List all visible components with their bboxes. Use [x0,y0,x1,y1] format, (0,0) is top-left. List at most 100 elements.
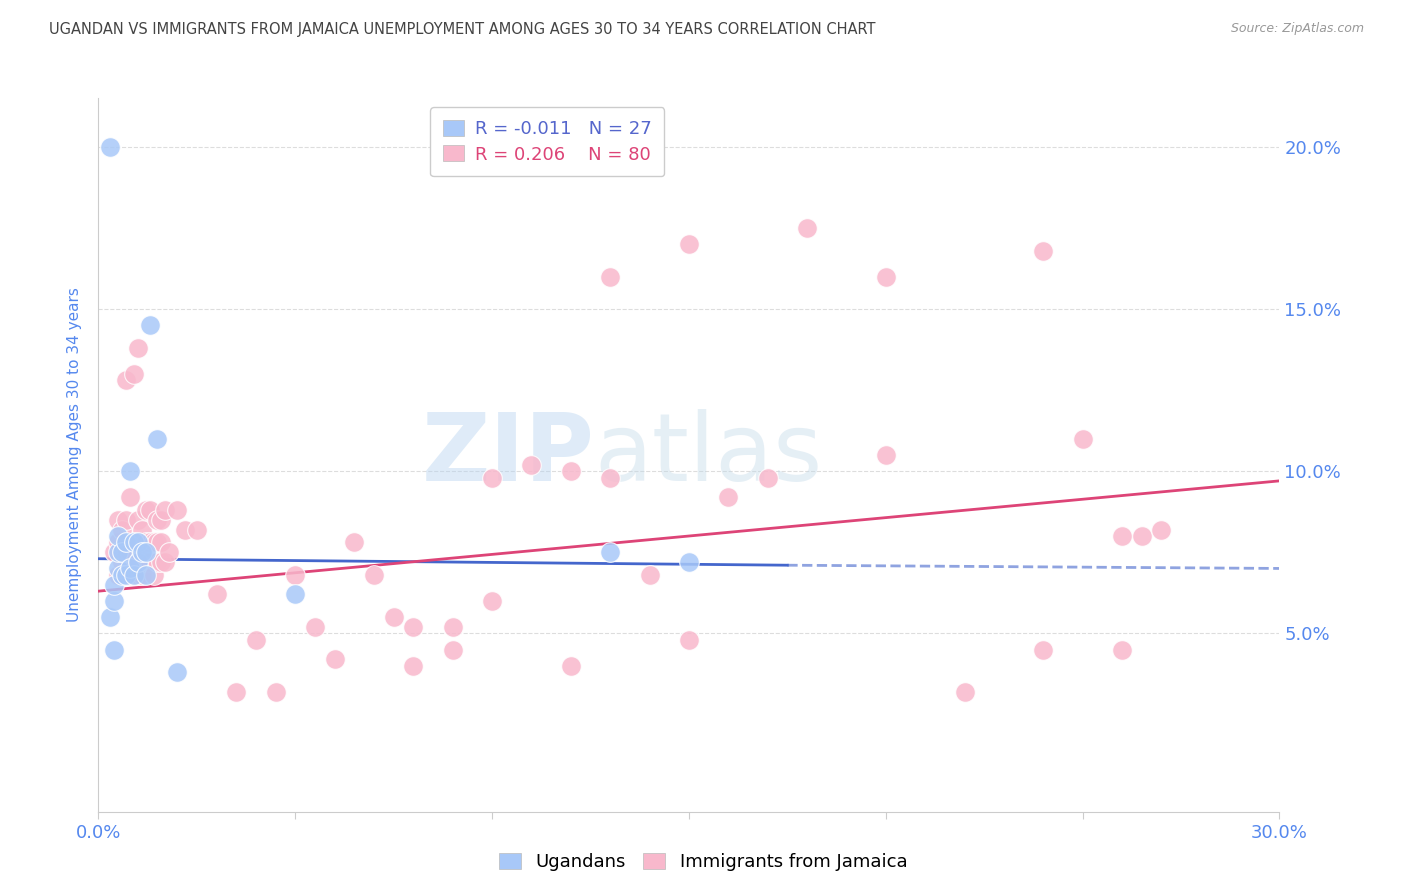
Point [135,568,157,582]
Point [103,545,125,559]
Point [155,503,177,517]
Point [135,535,157,549]
Point [875,269,897,284]
Point [560,464,582,478]
Point [138,555,160,569]
Point [115,513,138,527]
Point [103,594,125,608]
Legend: R = -0.011   N = 27, R = 0.206    N = 80: R = -0.011 N = 27, R = 0.206 N = 80 [430,107,665,177]
Point [107,561,129,575]
Point [127,535,149,549]
Point [875,448,897,462]
Point [382,610,405,624]
Point [118,568,141,582]
Point [560,658,582,673]
Point [135,545,157,559]
Point [166,665,188,680]
Point [323,652,346,666]
Point [107,529,129,543]
Point [717,490,740,504]
Point [115,568,138,582]
Point [138,318,160,333]
Point [122,367,145,381]
Point [118,490,141,504]
Point [103,642,125,657]
Point [796,220,818,235]
Legend: Ugandans, Immigrants from Jamaica: Ugandans, Immigrants from Jamaica [492,846,914,879]
Point [138,503,160,517]
Point [1032,642,1054,657]
Point [115,535,138,549]
Point [131,545,153,559]
Point [131,523,153,537]
Point [402,620,425,634]
Point [953,684,976,698]
Point [174,523,197,537]
Point [304,620,326,634]
Point [481,594,503,608]
Point [1150,523,1173,537]
Point [1111,529,1133,543]
Point [127,341,149,355]
Point [118,464,141,478]
Point [343,535,366,549]
Point [142,568,165,582]
Point [157,545,180,559]
Point [599,470,621,484]
Text: atlas: atlas [595,409,823,501]
Point [205,587,228,601]
Point [115,545,138,559]
Point [98,140,121,154]
Point [111,523,134,537]
Point [98,610,121,624]
Point [245,632,267,647]
Text: UGANDAN VS IMMIGRANTS FROM JAMAICA UNEMPLOYMENT AMONG AGES 30 TO 34 YEARS CORREL: UGANDAN VS IMMIGRANTS FROM JAMAICA UNEMP… [49,22,876,37]
Point [118,561,141,575]
Point [599,545,621,559]
Point [103,577,125,591]
Point [166,503,188,517]
Point [127,568,149,582]
Point [115,373,138,387]
Point [678,632,700,647]
Point [150,535,173,549]
Point [146,555,169,569]
Point [756,470,779,484]
Point [520,458,543,472]
Point [107,545,129,559]
Point [284,587,307,601]
Y-axis label: Unemployment Among Ages 30 to 34 years: Unemployment Among Ages 30 to 34 years [67,287,83,623]
Point [146,513,169,527]
Text: Source: ZipAtlas.com: Source: ZipAtlas.com [1230,22,1364,36]
Point [122,568,145,582]
Point [441,620,464,634]
Point [111,555,134,569]
Point [225,684,247,698]
Point [481,470,503,484]
Point [107,513,129,527]
Point [142,535,165,549]
Point [127,513,149,527]
Point [155,555,177,569]
Point [135,503,157,517]
Text: ZIP: ZIP [422,409,595,501]
Point [131,545,153,559]
Point [678,237,700,252]
Point [127,555,149,569]
Point [678,555,700,569]
Point [118,545,141,559]
Point [441,642,464,657]
Point [127,535,149,549]
Point [111,568,134,582]
Point [150,555,173,569]
Point [122,568,145,582]
Point [150,513,173,527]
Point [146,432,169,446]
Point [115,568,138,582]
Point [264,684,287,698]
Point [135,555,157,569]
Point [1032,244,1054,258]
Point [111,545,134,559]
Point [127,555,149,569]
Point [402,658,425,673]
